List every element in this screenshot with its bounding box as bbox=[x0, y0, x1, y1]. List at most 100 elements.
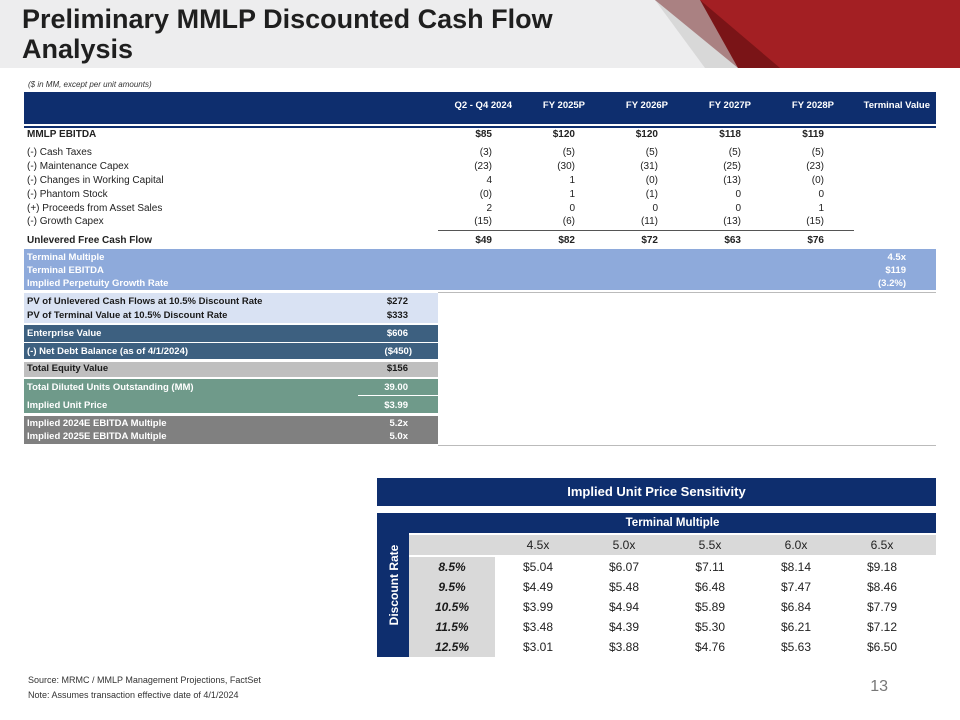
adj-value: (1) bbox=[645, 189, 658, 200]
sens-cell: $3.48 bbox=[522, 620, 554, 634]
adj-value: (31) bbox=[640, 161, 658, 172]
adj-value: (23) bbox=[474, 161, 492, 172]
sens-col-header: 5.5x bbox=[698, 538, 722, 552]
ebitda-value: $118 bbox=[719, 129, 741, 140]
mult-2024-label: Implied 2024E EBITDA Multiple bbox=[27, 418, 167, 429]
sens-cell: $5.63 bbox=[780, 640, 812, 654]
page-number: 13 bbox=[870, 678, 888, 695]
adj-value: 1 bbox=[569, 189, 575, 200]
ufcf-value: $72 bbox=[641, 235, 658, 246]
adj-value: 0 bbox=[735, 203, 741, 214]
adj-value: (3) bbox=[479, 147, 492, 158]
adj-value: 0 bbox=[818, 189, 824, 200]
perpetuity-growth-value: (3.2%) bbox=[878, 278, 906, 289]
ebitda-value: $85 bbox=[475, 129, 492, 140]
sens-row-label: 12.5% bbox=[409, 637, 495, 657]
ebitda-value: $119 bbox=[802, 129, 824, 140]
sens-cell: $5.30 bbox=[694, 620, 726, 634]
sens-cell: $4.94 bbox=[608, 600, 640, 614]
units-divider bbox=[358, 395, 438, 396]
units-label: Total Diluted Units Outstanding (MM) bbox=[27, 382, 194, 393]
sens-cell: $8.46 bbox=[866, 580, 898, 594]
row-label-working-capital: (-) Changes in Working Capital bbox=[27, 175, 164, 186]
adj-value: (25) bbox=[723, 161, 741, 172]
adj-value: 0 bbox=[652, 203, 658, 214]
terminal-multiple-label: Terminal Multiple bbox=[27, 252, 105, 263]
row-label-ebitda: MMLP EBITDA bbox=[27, 129, 97, 140]
unit-price-label: Implied Unit Price bbox=[27, 400, 108, 411]
sens-cell: $6.07 bbox=[608, 560, 640, 574]
discount-rate-sidebar bbox=[377, 513, 409, 657]
grid-line bbox=[438, 292, 936, 293]
row-label-growth-capex: (-) Growth Capex bbox=[27, 216, 104, 227]
adj-value: (13) bbox=[723, 175, 741, 186]
equity-value: $156 bbox=[386, 363, 408, 374]
sens-cell: $4.76 bbox=[694, 640, 726, 654]
adj-value: (15) bbox=[474, 216, 492, 227]
adj-value: (5) bbox=[728, 147, 741, 158]
pv-band bbox=[24, 293, 438, 323]
col-header: FY 2026P bbox=[625, 100, 668, 111]
ev-divider bbox=[24, 342, 438, 343]
adj-value: (23) bbox=[806, 161, 824, 172]
discount-rate-text: Discount Rate bbox=[387, 544, 401, 625]
adj-value: (11) bbox=[640, 216, 658, 227]
row-label-cash-taxes: (-) Cash Taxes bbox=[27, 147, 92, 158]
sens-cell: $4.49 bbox=[522, 580, 554, 594]
ufcf-value: $49 bbox=[475, 235, 492, 246]
row-label-asset-sales: (+) Proceeds from Asset Sales bbox=[27, 203, 163, 214]
sens-cell: $3.88 bbox=[608, 640, 640, 654]
adj-value: 0 bbox=[735, 189, 741, 200]
dcf-table-header bbox=[24, 92, 936, 124]
page-title: Preliminary MMLP Discounted Cash Flow An… bbox=[22, 4, 553, 64]
terminal-ebitda-label: Terminal EBITDA bbox=[27, 265, 104, 276]
equity-label: Total Equity Value bbox=[27, 363, 109, 374]
col-header: Q2 - Q4 2024 bbox=[454, 100, 512, 111]
col-header: FY 2025P bbox=[542, 100, 585, 111]
header-accent-shape bbox=[655, 0, 960, 68]
adj-value: (0) bbox=[645, 175, 658, 186]
sensitivity-title: Implied Unit Price Sensitivity bbox=[377, 478, 936, 506]
sens-cell: $9.18 bbox=[866, 560, 898, 574]
sens-cell: $7.11 bbox=[695, 560, 725, 574]
adj-value: 4 bbox=[486, 175, 492, 186]
ev-label: Enterprise Value bbox=[27, 328, 102, 339]
multiples-band bbox=[24, 416, 438, 444]
sens-cell: $6.84 bbox=[780, 600, 812, 614]
sens-cell: $6.48 bbox=[694, 580, 726, 594]
row-label-maintenance-capex: (-) Maintenance Capex bbox=[27, 161, 129, 172]
sens-cell: $7.12 bbox=[866, 620, 898, 634]
sens-cell: $4.39 bbox=[608, 620, 640, 634]
mult-2024-value: 5.2x bbox=[389, 418, 409, 429]
ufcf-value: $82 bbox=[558, 235, 575, 246]
adj-value: (15) bbox=[806, 216, 824, 227]
sens-cell: $6.21 bbox=[780, 620, 812, 634]
pv-tv-label: PV of Terminal Value at 10.5% Discount R… bbox=[27, 310, 228, 321]
adj-value: (5) bbox=[811, 147, 824, 158]
sens-col-header: 5.0x bbox=[612, 538, 636, 552]
units-band bbox=[24, 379, 438, 413]
ebitda-value: $120 bbox=[635, 129, 658, 140]
sens-cell: $7.79 bbox=[866, 600, 898, 614]
source-note: Source: MRMC / MMLP Management Projectio… bbox=[28, 675, 261, 685]
sens-cell: $8.14 bbox=[780, 560, 812, 574]
adj-value: 0 bbox=[569, 203, 575, 214]
sens-col-header: 6.0x bbox=[784, 538, 808, 552]
sensitivity-header-row bbox=[409, 535, 936, 555]
perpetuity-growth-label: Implied Perpetuity Growth Rate bbox=[27, 278, 169, 289]
terminal-band bbox=[24, 249, 936, 290]
row-label-phantom-stock: (-) Phantom Stock bbox=[27, 189, 108, 200]
col-header: FY 2028P bbox=[791, 100, 834, 111]
sens-cell: $3.99 bbox=[522, 600, 554, 614]
pv-ufcf-label: PV of Unlevered Cash Flows at 10.5% Disc… bbox=[27, 296, 263, 307]
sens-row-label: 9.5% bbox=[409, 577, 495, 597]
sens-col-header: 4.5x bbox=[526, 538, 550, 552]
adj-value: (0) bbox=[811, 175, 824, 186]
sens-cell: $6.50 bbox=[866, 640, 898, 654]
dcf-header-underline bbox=[24, 126, 936, 128]
col-header: FY 2027P bbox=[708, 100, 751, 111]
adj-value: (5) bbox=[562, 147, 575, 158]
net-debt-value: ($450) bbox=[384, 346, 412, 357]
grid-line bbox=[438, 445, 936, 446]
discount-rate-axis-label: Discount Rate bbox=[387, 544, 401, 625]
